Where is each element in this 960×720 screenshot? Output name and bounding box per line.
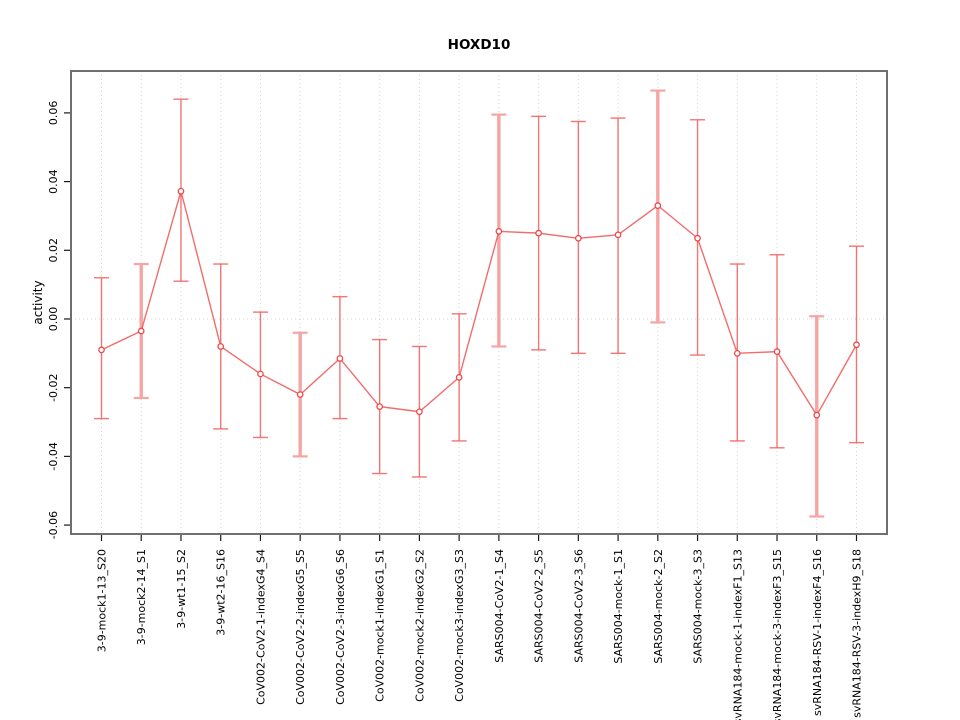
x-axis-labels: 3-9-mock1-13_S20 3-9-mock2-14_S1 3-9-wt1-1… xyxy=(96,549,864,720)
data-point-marker xyxy=(574,234,582,242)
y-axis-tick-label: 0.04 xyxy=(47,169,60,194)
x-axis-label: 3-9-mock2-14_S1 xyxy=(135,549,148,645)
x-axis-label: CoV002-CoV2-3-indexG6_S6 xyxy=(334,549,347,705)
data-point-marker xyxy=(217,343,225,350)
y-axis-tick-label: 0.06 xyxy=(47,101,60,126)
y-axis-title: activity xyxy=(31,280,45,324)
data-point-marker xyxy=(336,355,344,362)
chart-title: HOXD10 xyxy=(448,37,511,53)
x-axis-label: CoV002-mock1-indexG1_S1 xyxy=(374,549,387,702)
data-point-marker xyxy=(98,346,105,354)
data-point-marker xyxy=(296,391,304,398)
data-point-marker xyxy=(733,349,741,357)
x-axis-label: 3-9-wt2-16_S16 xyxy=(215,549,228,636)
x-axis-label: CoV002-mock3-indexG3_S3 xyxy=(453,549,466,702)
data-point-marker xyxy=(535,229,542,237)
data-point-marker xyxy=(257,370,264,378)
data-point-marker xyxy=(614,231,622,239)
x-axis-label: SARS004-CoV2-2_S5 xyxy=(533,549,546,663)
y-axis-tick-label: 0.02 xyxy=(47,238,60,263)
x-axis-label: SARS004-CoV2-3_S6 xyxy=(572,549,585,663)
data-point-marker xyxy=(694,234,701,242)
y-axis-tick-label: -0.06 xyxy=(47,511,60,539)
plot-border xyxy=(70,70,888,535)
y-axis-tick-label: -0.04 xyxy=(47,442,60,470)
x-axis-label: CoV002-mock2-indexG2_S2 xyxy=(413,549,426,702)
gridlines xyxy=(71,71,887,534)
y-axis-tick-label: -0.02 xyxy=(47,373,60,401)
x-axis-label: SARS004-mock-1_S1 xyxy=(612,549,625,664)
x-axis-label: CoV002-CoV2-1-indexG4_S4 xyxy=(254,549,267,705)
axes-ticks xyxy=(64,112,858,541)
y-axis-tick-label: 0.00 xyxy=(47,307,60,332)
data-point-marker xyxy=(177,187,185,195)
x-axis-label: 3-9-mock1-13_S20 xyxy=(96,549,109,652)
data-point-marker xyxy=(853,341,860,349)
series-polyline xyxy=(101,188,858,417)
x-axis-label: CoV002-CoV2-2-indexG5_S5 xyxy=(294,549,307,705)
x-axis-label: SARS004-CoV2-1_S4 xyxy=(493,549,506,663)
data-point-marker xyxy=(773,348,781,355)
data-point-marker xyxy=(455,374,463,381)
data-point-marker xyxy=(416,408,423,416)
data-point-marker xyxy=(137,327,145,335)
x-axis-label: svRNA184-mock-1-indexF1_S13 xyxy=(731,549,744,720)
y-axis-labels: 0.06 0.04 0.02 0.00 -0.02 -0.04 -0.06 xyxy=(47,101,60,540)
x-axis-label: SARS004-mock-2_S2 xyxy=(652,549,665,664)
series-line xyxy=(101,188,858,417)
data-point-marker xyxy=(376,403,384,410)
data-point-marker xyxy=(813,411,821,419)
data-point-marker xyxy=(495,228,503,235)
x-axis-label: svRNA184-RSV-3-indexH9_S18 xyxy=(851,549,864,718)
x-axis-label: 3-9-wt1-15_S2 xyxy=(175,549,188,629)
x-axis-label: SARS004-mock-3_S3 xyxy=(692,549,705,664)
x-axis-label: svRNA184-RSV-1-indexF4_S16 xyxy=(811,549,824,716)
data-point-marker xyxy=(654,202,662,209)
series-markers xyxy=(98,187,860,419)
x-axis-label: svRNA184-mock-3-indexF3_S15 xyxy=(771,549,784,720)
